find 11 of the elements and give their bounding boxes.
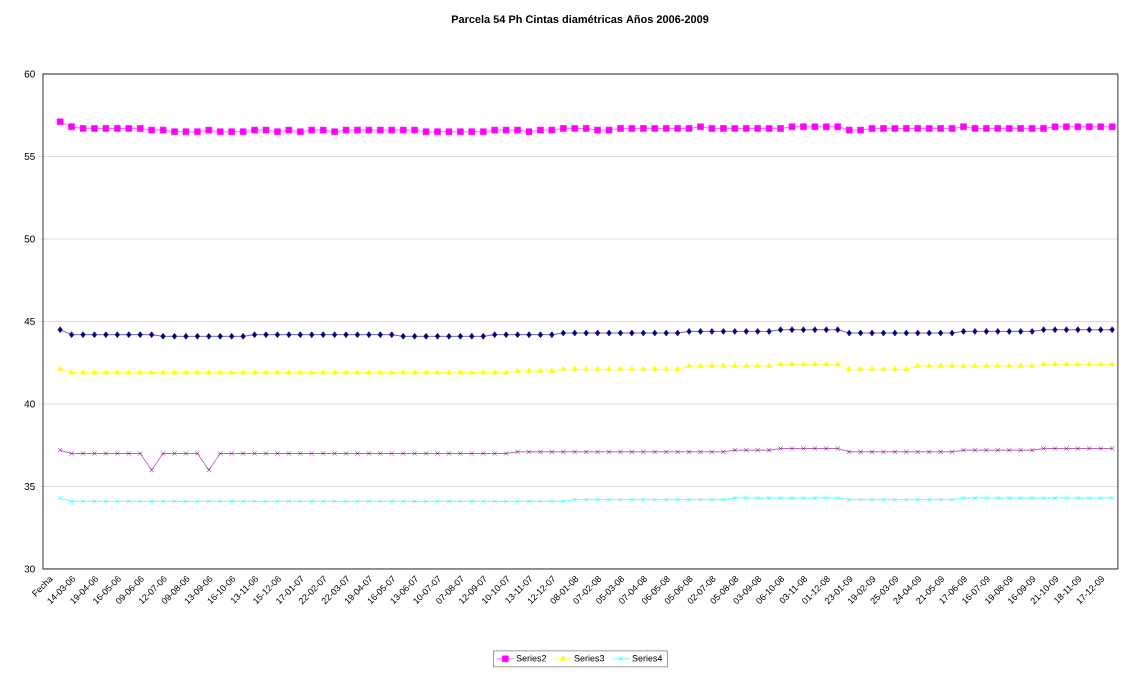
legend-label: Series3: [574, 654, 605, 662]
y-tick-label: 40: [24, 400, 35, 408]
y-tick-label: 55: [24, 153, 35, 160]
y-tick-label: 45: [24, 318, 35, 325]
legend-label: Series4: [632, 654, 663, 662]
y-tick-label: 35: [24, 482, 35, 491]
y-tick-label: 30: [24, 565, 35, 573]
y-tick-label: 50: [24, 235, 35, 243]
legend-label: Series2: [516, 654, 547, 662]
y-tick-label: 60: [24, 70, 35, 78]
chart-title: Parcela 54 Ph Cintas diamétricas Años 2006-2009: [451, 14, 709, 24]
